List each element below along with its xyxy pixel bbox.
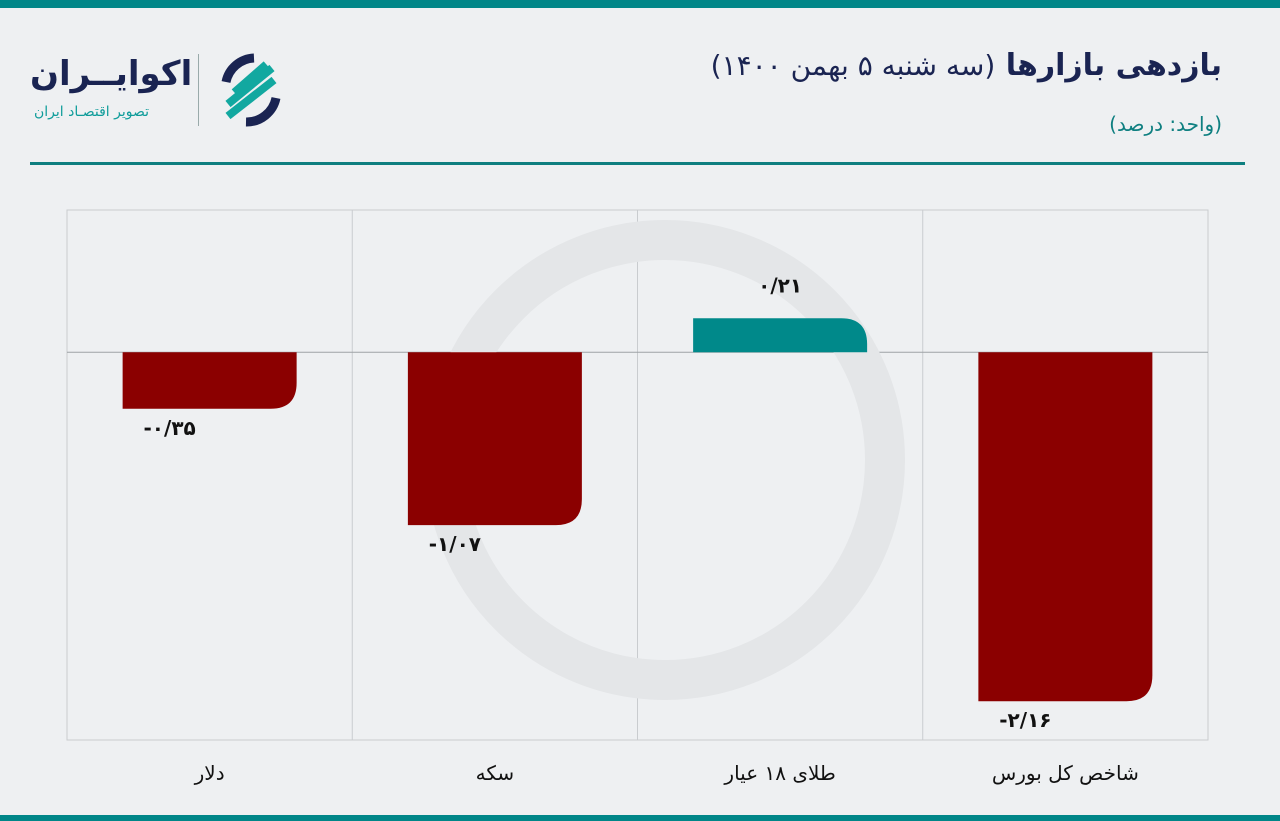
data-label: -۰/۳۵ xyxy=(144,416,196,440)
logo-divider xyxy=(198,54,199,126)
bar-1 xyxy=(407,352,582,526)
header-divider xyxy=(30,162,1245,165)
bar-2 xyxy=(693,318,868,353)
bar-3 xyxy=(978,352,1153,702)
category-label: سکه xyxy=(476,761,515,785)
data-label: -۱/۰۷ xyxy=(429,532,481,556)
page-title: بازدهی بازارها (سه شنبه ۵ بهمن ۱۴۰۰) xyxy=(711,48,1222,83)
category-label: طلای ۱۸ عیار xyxy=(723,761,835,785)
data-label: ۰/۲۱ xyxy=(758,273,802,297)
bar-0 xyxy=(122,352,297,409)
unit-label: (واحد: درصد) xyxy=(1109,112,1222,136)
category-label: شاخص کل بورس xyxy=(992,761,1139,785)
top-accent-bar xyxy=(0,0,1280,8)
data-label: -۲/۱۶ xyxy=(999,708,1051,732)
chart-bars xyxy=(122,318,1153,702)
logo-tagline: تصویر اقتصـاد ایران xyxy=(34,104,150,120)
bottom-accent-bar xyxy=(0,815,1280,821)
logo-name: اکوایــران xyxy=(30,54,193,94)
logo: اکوایــران تصویر اقتصـاد ایران xyxy=(30,52,290,132)
title-main: بازدهی بازارها xyxy=(1005,48,1222,83)
title-date: (سه شنبه ۵ بهمن ۱۴۰۰) xyxy=(710,49,996,82)
logo-mark-icon xyxy=(221,53,281,127)
category-label: دلار xyxy=(194,761,225,785)
chart-labels: -۰/۳۵ دلار -۱/۰۷ سکه ۰/۲۱ طلای ۱۸ عیار -۲/۱۶ شا… xyxy=(144,273,1139,785)
